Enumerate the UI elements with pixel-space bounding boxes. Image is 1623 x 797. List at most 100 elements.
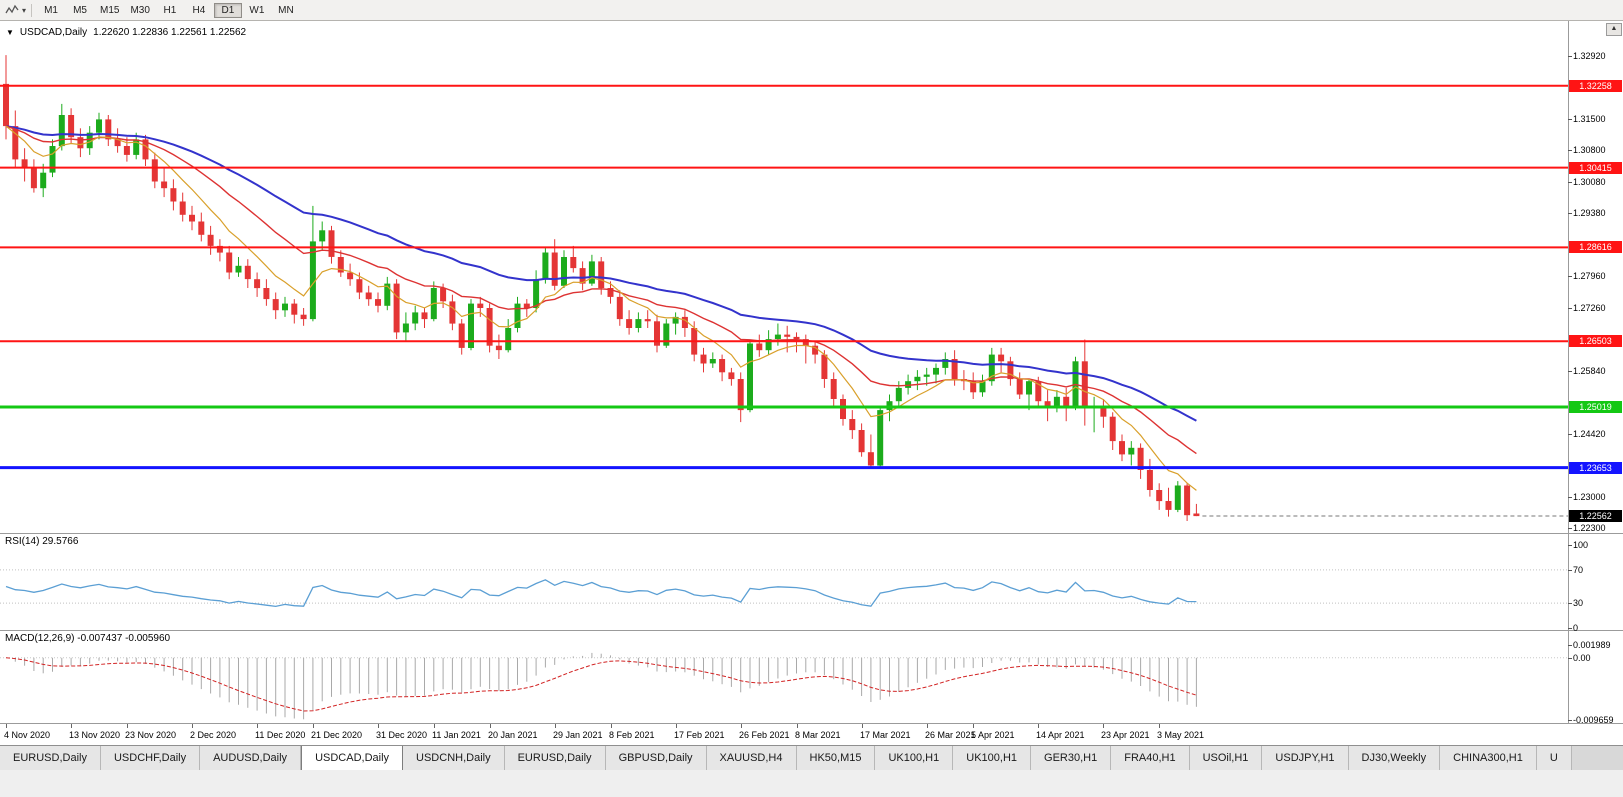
date-axis-label: 5 Apr 2021 — [971, 730, 1015, 740]
chart-tab-usoil-h1[interactable]: USOil,H1 — [1189, 746, 1263, 770]
date-axis-label: 4 Nov 2020 — [4, 730, 51, 740]
rsi-panel-label: RSI(14) 29.5766 — [5, 536, 79, 547]
chart-tab-uk100-h1[interactable]: UK100,H1 — [953, 746, 1032, 770]
date-axis-label: 20 Jan 2021 — [488, 730, 538, 740]
chart-tab-hk50-m15[interactable]: HK50,M15 — [796, 746, 876, 770]
price-tick-mark — [1568, 308, 1572, 309]
date-axis-label: 2 Dec 2020 — [190, 730, 237, 740]
toolbar-dropdown-caret-icon[interactable]: ▾ — [22, 5, 27, 15]
price-tick-label: 1.27260 — [1573, 303, 1606, 313]
date-tick-mark — [797, 724, 798, 728]
chart-tab-usdchf-daily[interactable]: USDCHF,Daily — [100, 746, 201, 770]
chart-tab-xauusd-h4[interactable]: XAUUSD,H4 — [706, 746, 797, 770]
price-chart-canvas[interactable] — [0, 20, 1568, 533]
chart-tab-ger30-h1[interactable]: GER30,H1 — [1031, 746, 1112, 770]
price-tick-label: 1.32920 — [1573, 51, 1606, 61]
timeframe-button-m30[interactable]: M30 — [130, 4, 150, 16]
date-tick-mark — [434, 724, 435, 728]
chart-tab-china300-h1[interactable]: CHINA300,H1 — [1440, 746, 1537, 770]
date-tick-mark — [927, 724, 928, 728]
chart-tab-dj30-weekly[interactable]: DJ30,Weekly — [1348, 746, 1441, 770]
chart-tab-usdcad-daily[interactable]: USDCAD,Daily — [301, 746, 404, 770]
chart-title-ohlc: 1.22620 1.22836 1.22561 1.22562 — [93, 27, 247, 38]
rsi-tick-mark — [1568, 570, 1572, 571]
date-axis-label: 3 May 2021 — [1157, 730, 1205, 740]
chart-tab-u[interactable]: U — [1536, 746, 1572, 770]
price-tick-label: 1.30080 — [1573, 177, 1606, 187]
date-axis-label: 14 Apr 2021 — [1036, 730, 1085, 740]
date-axis-label: 29 Jan 2021 — [553, 730, 603, 740]
date-axis-label: 23 Nov 2020 — [125, 730, 177, 740]
timeframe-button-h4[interactable]: H4 — [192, 4, 206, 16]
timeframe-button-m5[interactable]: M5 — [73, 4, 87, 16]
chart-tab-audusd-daily[interactable]: AUDUSD,Daily — [200, 746, 302, 770]
cursor-tool-icon[interactable] — [4, 3, 20, 17]
date-axis-label: 17 Feb 2021 — [674, 730, 725, 740]
price-tick-mark — [1568, 150, 1572, 151]
price-tick-label: 1.22300 — [1573, 523, 1606, 533]
chart-tab-usdjpy-h1[interactable]: USDJPY,H1 — [1262, 746, 1349, 770]
chart-tab-gbpusd-daily[interactable]: GBPUSD,Daily — [605, 746, 707, 770]
date-axis-label: 17 Mar 2021 — [860, 730, 911, 740]
timeframe-button-h1[interactable]: H1 — [163, 4, 177, 16]
scroll-up-button[interactable]: ▲ — [1606, 23, 1622, 36]
date-tick-mark — [862, 724, 863, 728]
price-tick-label: 1.29380 — [1573, 208, 1606, 218]
date-tick-mark — [313, 724, 314, 728]
price-line-label: 1.22562 — [1569, 510, 1622, 522]
timeframe-button-mn[interactable]: MN — [278, 4, 294, 16]
rsi-tick-mark — [1568, 628, 1572, 629]
symbol-dropdown-icon[interactable]: ▼ — [6, 28, 14, 37]
date-tick-mark — [1159, 724, 1160, 728]
macd-tick-mark — [1568, 658, 1572, 659]
rsi-scale-label: 70 — [1573, 565, 1584, 575]
price-tick-mark — [1568, 434, 1572, 435]
timeframe-button-m15[interactable]: M15 — [100, 4, 120, 16]
date-tick-mark — [973, 724, 974, 728]
macd-indicator-canvas[interactable] — [0, 630, 1568, 723]
rsi-panel-separator[interactable] — [0, 533, 1623, 534]
chart-tab-eurusd-daily[interactable]: EURUSD,Daily — [504, 746, 606, 770]
toolbar-separator — [31, 3, 33, 17]
chart-title: ▼ USDCAD,Daily 1.22620 1.22836 1.22561 1… — [6, 27, 246, 38]
price-tick-mark — [1568, 528, 1572, 529]
price-line-label: 1.23653 — [1569, 462, 1622, 474]
chart-tab-usdcnh-daily[interactable]: USDCNH,Daily — [403, 746, 505, 770]
date-tick-mark — [555, 724, 556, 728]
chart-tab-fra40-h1[interactable]: FRA40,H1 — [1111, 746, 1190, 770]
date-tick-mark — [378, 724, 379, 728]
macd-scale-label: 0.001989 — [1573, 640, 1611, 650]
date-axis-label: 11 Dec 2020 — [255, 730, 306, 740]
price-tick-mark — [1568, 56, 1572, 57]
timeframe-button-w1[interactable]: W1 — [249, 4, 265, 16]
rsi-tick-mark — [1568, 603, 1572, 604]
date-tick-mark — [741, 724, 742, 728]
status-strip — [0, 769, 1623, 797]
chart-tab-eurusd-daily[interactable]: EURUSD,Daily — [0, 746, 101, 770]
timeframe-toolbar: ▾ M1 M5 M15 M30 H1 H4 D1 W1 MN — [0, 0, 1623, 21]
timeframe-button-m1[interactable]: M1 — [44, 4, 58, 16]
date-axis-label: 26 Feb 2021 — [739, 730, 790, 740]
date-tick-mark — [676, 724, 677, 728]
timeframe-button-d1[interactable]: D1 — [213, 2, 242, 18]
macd-panel-separator[interactable] — [0, 630, 1623, 631]
price-tick-mark — [1568, 182, 1572, 183]
macd-scale-label: -0.009659 — [1573, 715, 1614, 725]
date-axis-label: 13 Nov 2020 — [69, 730, 121, 740]
date-axis-label: 8 Feb 2021 — [609, 730, 655, 740]
price-tick-mark — [1568, 276, 1572, 277]
macd-scale-label: 0.00 — [1573, 653, 1591, 663]
rsi-scale-label: 0 — [1573, 623, 1579, 633]
rsi-tick-mark — [1568, 545, 1572, 546]
date-tick-mark — [611, 724, 612, 728]
rsi-indicator-canvas[interactable] — [0, 533, 1568, 630]
rsi-scale-label: 100 — [1573, 540, 1589, 550]
date-tick-mark — [127, 724, 128, 728]
date-axis-label: 11 Jan 2021 — [432, 730, 481, 740]
macd-tick-mark — [1568, 645, 1572, 646]
chart-tab-uk100-h1[interactable]: UK100,H1 — [875, 746, 954, 770]
price-tick-mark — [1568, 371, 1572, 372]
date-axis-label: 21 Dec 2020 — [311, 730, 363, 740]
date-axis-label: 8 Mar 2021 — [795, 730, 841, 740]
